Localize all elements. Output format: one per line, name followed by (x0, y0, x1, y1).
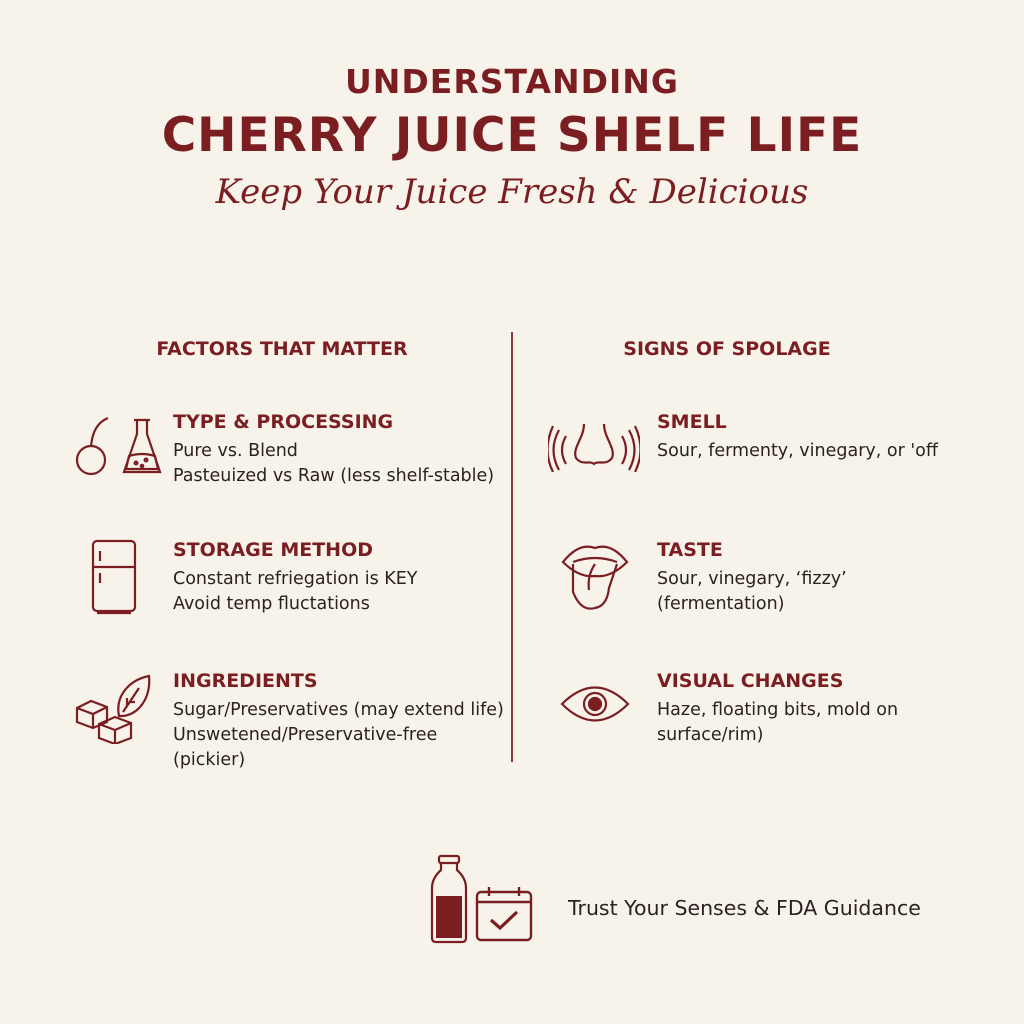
item-title: TYPE & PROCESSING (173, 411, 394, 433)
item-title: TASTE (657, 539, 723, 561)
sign-item-visual-changes: VISUAL CHANGES Haze, floating bits, mold… (657, 670, 898, 748)
item-line: Sugar/Preservatives (may extend life) (173, 700, 504, 720)
item-line: (pickier) (173, 750, 246, 770)
nose-icon (548, 422, 640, 472)
signs-heading: SIGNS OF SPOLAGE (623, 338, 831, 360)
sugar-cubes-leaf-icon (75, 674, 155, 744)
sign-item-smell: SMELL Sour, fermenty, vinegary, or 'off (657, 411, 938, 464)
item-line: Haze, floating bits, mold on (657, 700, 899, 720)
item-title: STORAGE METHOD (173, 539, 373, 561)
calendar-check-icon (475, 886, 533, 942)
item-line: Pasteuized vs Raw (less shelf-stable) (173, 466, 495, 486)
item-line: Avoid temp fluctations (173, 594, 370, 614)
item-line: Sour, fermenty, vinegary, or 'off (657, 441, 938, 461)
cherry-flask-icon (74, 414, 169, 478)
item-line: Unswetened/Preservative-free (173, 725, 438, 745)
footer-text: Trust Your Senses & FDA Guidance (568, 896, 921, 920)
factors-heading: FACTORS THAT MATTER (156, 338, 408, 360)
tongue-icon (561, 542, 629, 612)
item-line: Pure vs. Blend (173, 441, 298, 461)
item-line: (fermentation) (657, 594, 785, 614)
item-title: VISUAL CHANGES (657, 670, 844, 692)
page-title: CHERRY JUICE SHELF LIFE (161, 108, 863, 163)
sign-item-taste: TASTE Sour, vinegary, ‘fizzy’ (fermentat… (657, 539, 847, 617)
subtitle: Keep Your Juice Fresh & Delicious (215, 172, 809, 212)
factor-item-storage-method: STORAGE METHOD Constant refriegation is … (173, 539, 417, 617)
item-title: SMELL (657, 411, 727, 433)
eye-icon (560, 683, 630, 725)
item-line: surface/rim) (657, 725, 764, 745)
fridge-icon (91, 539, 137, 615)
column-divider (511, 332, 513, 762)
bottle-icon (430, 854, 468, 944)
item-title: INGREDIENTS (173, 670, 318, 692)
item-line: Constant refriegation is KEY (173, 569, 418, 589)
factor-item-ingredients: INGREDIENTS Sugar/Preservatives (may ext… (173, 670, 504, 773)
factor-item-type-processing: TYPE & PROCESSING Pure vs. Blend Pasteui… (173, 411, 494, 489)
title-line-1: UNDERSTANDING (344, 62, 679, 101)
item-line: Sour, vinegary, ‘fizzy’ (657, 569, 847, 589)
